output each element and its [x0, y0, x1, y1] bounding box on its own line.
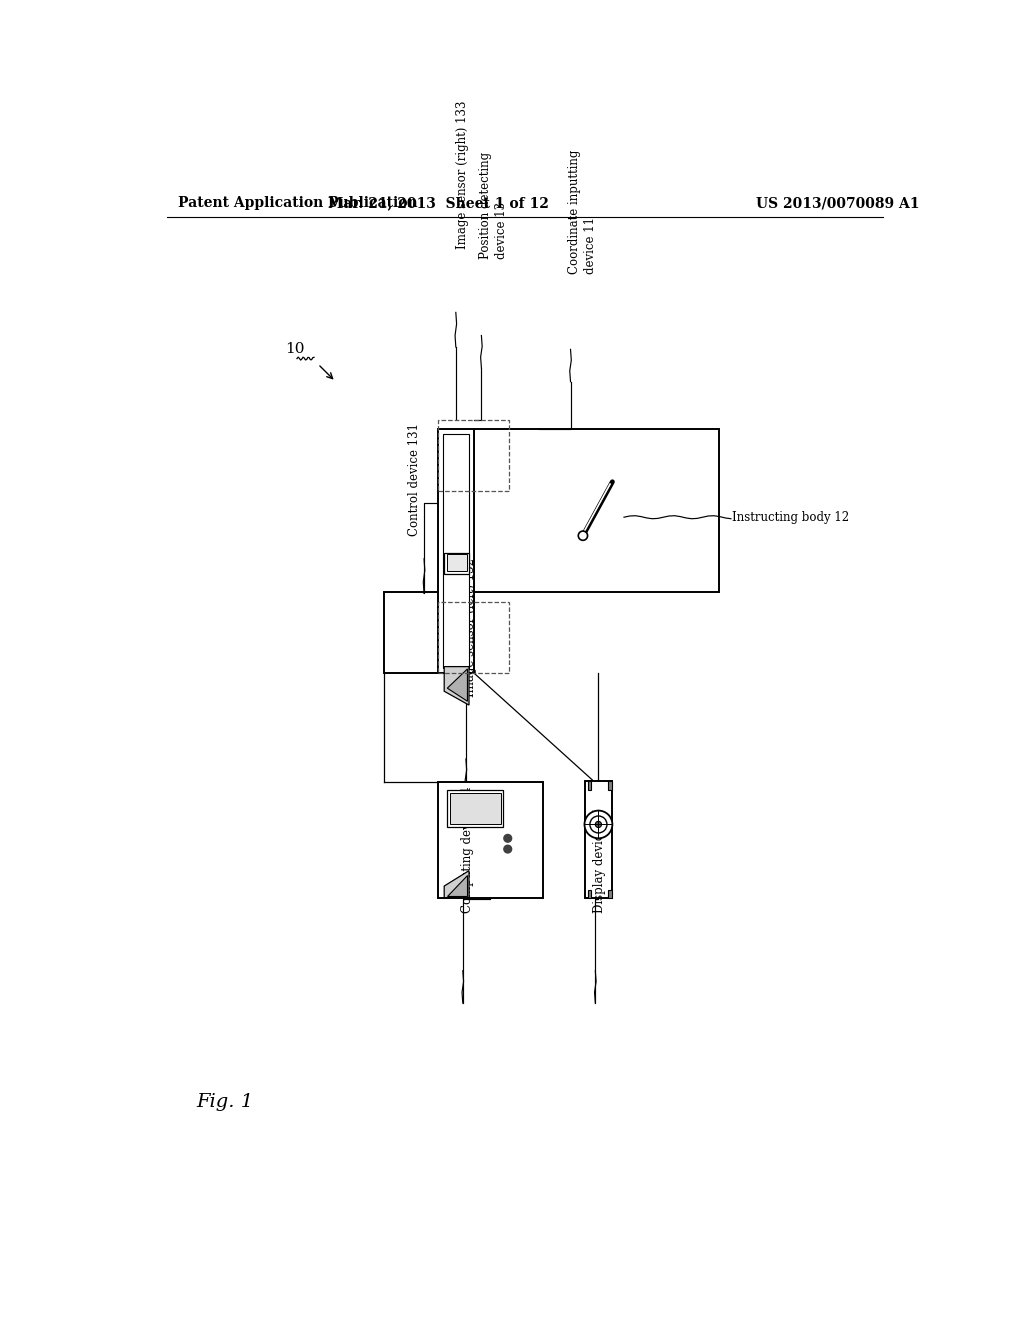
Bar: [607, 780, 611, 789]
Text: Position detecting
device 13: Position detecting device 13: [479, 152, 508, 259]
Text: Computing device 14: Computing device 14: [461, 787, 474, 913]
Text: Coordinate inputting
device 11: Coordinate inputting device 11: [568, 149, 597, 275]
Polygon shape: [447, 875, 467, 896]
Text: Patent Application Publication: Patent Application Publication: [178, 197, 418, 210]
Bar: [586, 780, 612, 898]
Bar: [607, 890, 611, 898]
Circle shape: [579, 531, 588, 540]
Polygon shape: [447, 669, 467, 701]
Bar: [450, 793, 501, 824]
Circle shape: [595, 821, 601, 828]
Bar: [438, 420, 509, 491]
Text: Mar. 21, 2013  Sheet 1 of 12: Mar. 21, 2013 Sheet 1 of 12: [328, 197, 549, 210]
Bar: [588, 780, 592, 789]
Bar: [438, 781, 543, 898]
Text: Display device 15: Display device 15: [593, 808, 606, 913]
Text: Control device 131: Control device 131: [408, 422, 421, 536]
Text: Instructing body 12: Instructing body 12: [732, 511, 850, 524]
Bar: [444, 553, 469, 574]
Text: Fig. 1: Fig. 1: [197, 1093, 253, 1110]
Polygon shape: [444, 871, 469, 898]
Polygon shape: [444, 667, 469, 705]
Circle shape: [585, 810, 612, 838]
Bar: [438, 429, 474, 673]
Bar: [474, 429, 719, 591]
Text: Image sensor (left) 132: Image sensor (left) 132: [464, 558, 476, 697]
Bar: [446, 554, 467, 572]
Circle shape: [504, 834, 512, 842]
Text: 10: 10: [286, 342, 305, 356]
Bar: [588, 890, 592, 898]
Circle shape: [590, 816, 607, 833]
Text: US 2013/0070089 A1: US 2013/0070089 A1: [756, 197, 920, 210]
Bar: [438, 602, 509, 673]
Bar: [384, 591, 474, 673]
Text: Image sensor (right) 133: Image sensor (right) 133: [456, 100, 469, 249]
Bar: [447, 789, 503, 826]
Circle shape: [504, 845, 512, 853]
Bar: [443, 434, 469, 668]
